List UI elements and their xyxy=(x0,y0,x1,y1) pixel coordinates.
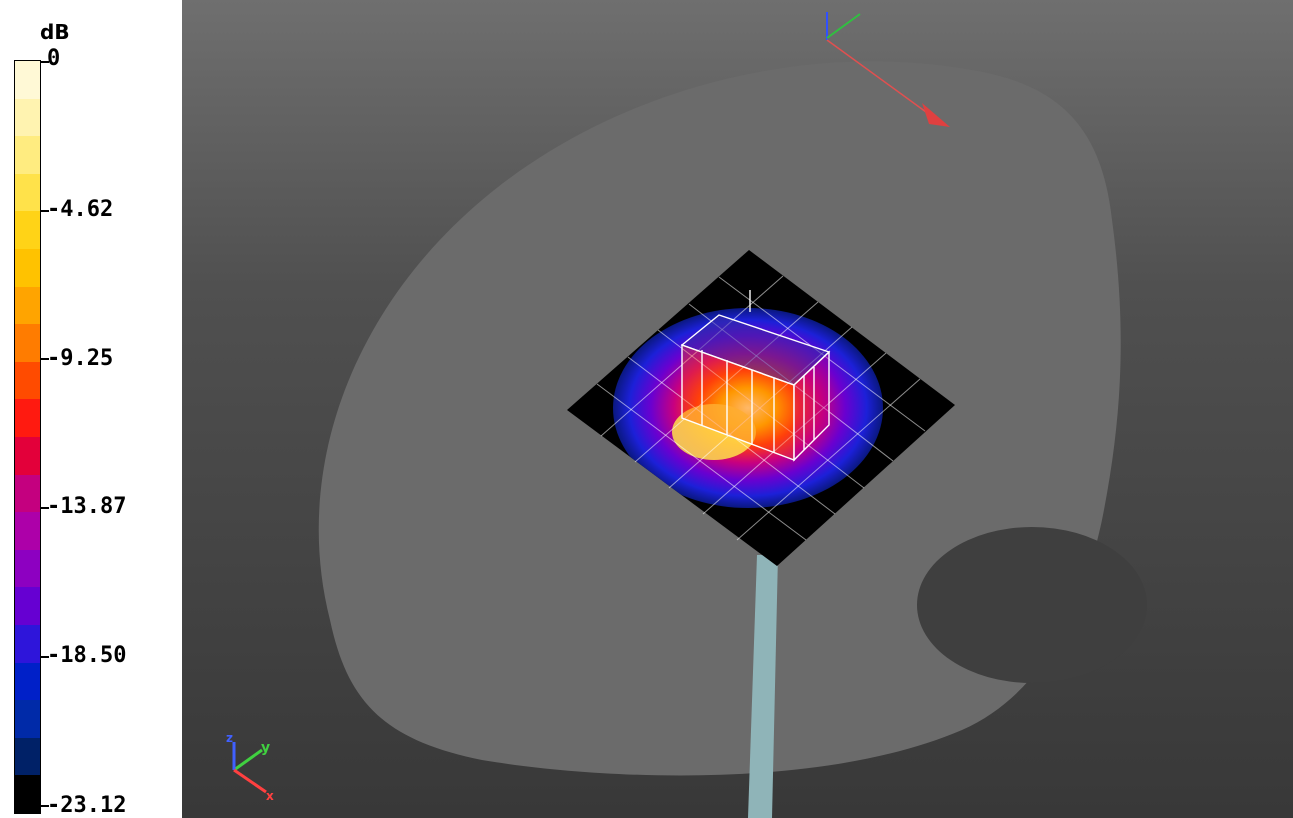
colorbar-swatch xyxy=(15,173,40,212)
colorbar-legend: dB 0 -4.62 -9.25 -13.87 -18.50 -23.12 xyxy=(0,0,182,818)
legend-tick xyxy=(41,507,49,509)
legend-tick xyxy=(41,656,49,658)
colorbar-swatch xyxy=(15,286,40,325)
colorbar-swatch xyxy=(15,587,40,625)
legend-tick xyxy=(41,210,49,212)
legend-tick xyxy=(41,805,49,807)
zoom-scan-cube xyxy=(680,290,831,462)
legend-tick xyxy=(41,61,49,63)
colorbar-swatch xyxy=(15,399,40,437)
colorbar-swatch xyxy=(15,549,40,588)
xyz-axis-triad-icon: y z x xyxy=(226,731,274,803)
top-axis-indicator xyxy=(826,12,950,127)
colorbar-swatch xyxy=(15,324,40,362)
legend-tick-label: -18.50 xyxy=(47,643,127,668)
axis-label-x: x xyxy=(266,789,274,803)
support-rod xyxy=(748,555,778,818)
legend-tick-label: -13.87 xyxy=(47,494,127,519)
axis-label-z: z xyxy=(226,731,233,745)
legend-tick-label: -4.62 xyxy=(47,197,114,222)
colorbar-swatch xyxy=(15,436,40,475)
colorbar-gradient xyxy=(14,60,41,814)
axis-label-y: y xyxy=(261,740,270,756)
legend-tick-label: -9.25 xyxy=(47,346,114,371)
colorbar-swatch xyxy=(15,211,40,249)
colorbar-swatch xyxy=(15,662,40,701)
colorbar-swatch xyxy=(15,737,40,776)
legend-tick-label: -23.12 xyxy=(47,793,127,818)
legend-tick-label: 0 xyxy=(47,46,61,71)
3d-scene: y z x xyxy=(226,12,1147,818)
colorbar-swatch xyxy=(15,624,40,663)
colorbar-swatch xyxy=(15,474,40,513)
3d-viewport[interactable]: y z x xyxy=(182,0,1293,818)
colorbar-swatch xyxy=(15,361,40,400)
legend-tick xyxy=(41,358,49,360)
colorbar-swatch xyxy=(15,98,40,137)
colorbar-swatch xyxy=(15,248,40,287)
legend-unit-label: dB xyxy=(40,20,70,44)
colorbar-swatch xyxy=(15,512,40,550)
colorbar-swatch xyxy=(15,775,40,813)
phantom-notch xyxy=(917,527,1147,683)
colorbar-swatch xyxy=(15,61,40,99)
colorbar-swatch xyxy=(15,136,40,174)
colorbar-swatch xyxy=(15,700,40,738)
